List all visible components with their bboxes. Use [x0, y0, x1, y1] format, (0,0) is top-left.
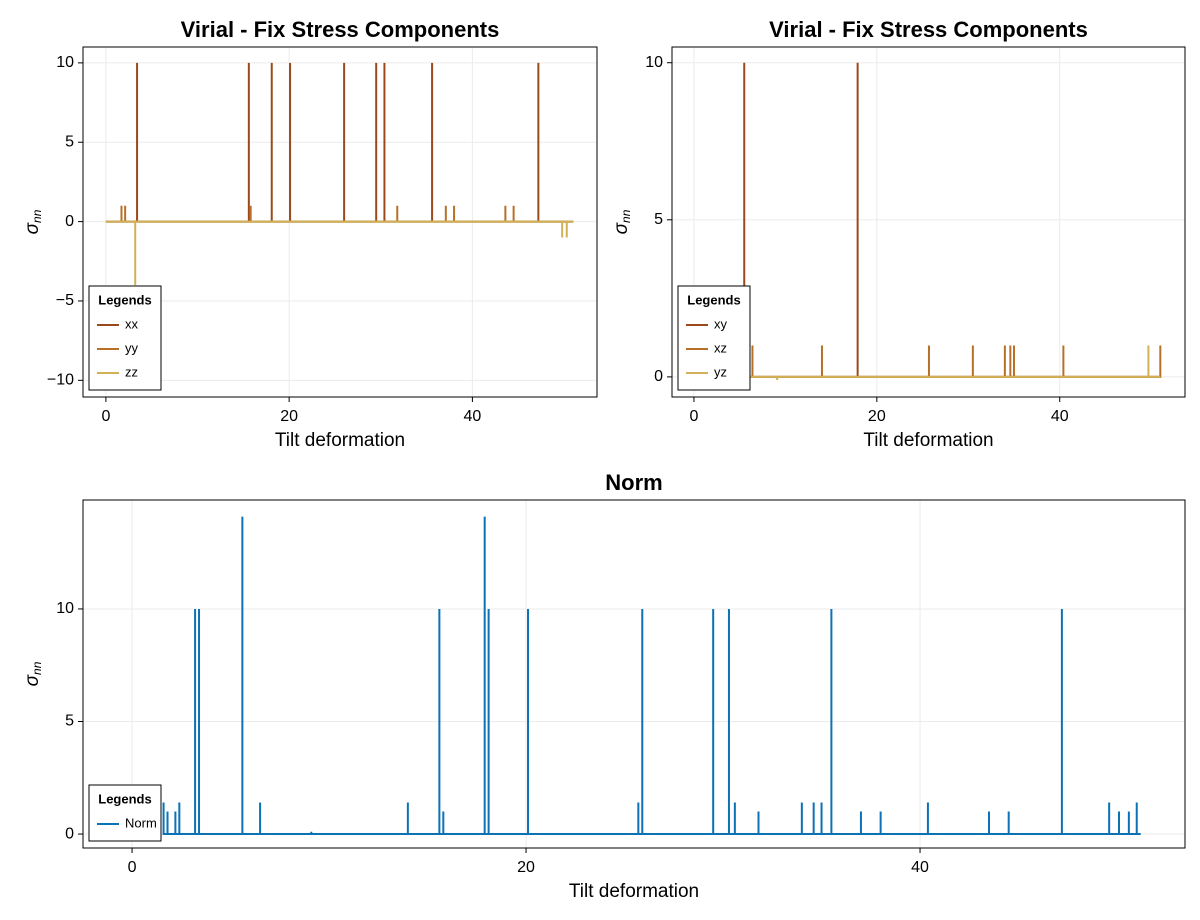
y-tick-label: 0	[65, 825, 74, 842]
panel: 0 20 40 0 5 10 Virial - Fix Stress Components T…	[611, 17, 1186, 451]
plot-area	[83, 500, 1185, 848]
legend-label: yy	[125, 340, 139, 355]
legend-label: Norm	[125, 815, 157, 830]
x-tick-label: 0	[689, 408, 698, 425]
legend-label: xx	[125, 316, 139, 331]
chart-title: Virial - Fix Stress Components	[181, 17, 500, 42]
y-tick-label: 0	[654, 368, 663, 385]
panel: 0 20 40 0 5 10 Norm Tilt deformation σnn Legends N…	[22, 470, 1186, 902]
y-axis-symbol: σ	[22, 673, 43, 686]
plot-frame	[82, 46, 598, 398]
chart-title: Norm	[605, 470, 662, 495]
y-axis-label: σnn	[22, 661, 44, 686]
series-line	[162, 516, 1141, 836]
legend-label: zz	[125, 364, 138, 379]
x-tick-label: 40	[1051, 408, 1069, 425]
x-axis-label: Tilt deformation	[569, 881, 699, 902]
series-line	[693, 345, 1162, 378]
x-tick-label: 20	[868, 408, 886, 425]
x-tick-label: 20	[280, 408, 298, 425]
x-tick-label: 0	[101, 408, 110, 425]
x-tick-label: 40	[463, 408, 481, 425]
x-axis-label: Tilt deformation	[275, 430, 405, 451]
y-axis-subscript: nn	[619, 209, 633, 223]
y-axis-symbol: σ	[22, 221, 43, 234]
legend-label: xy	[714, 316, 728, 331]
plot-frame	[671, 46, 1186, 398]
y-tick-label: 10	[56, 54, 74, 71]
plot-frame	[82, 499, 1186, 849]
series-line	[105, 62, 574, 223]
x-axis-label: Tilt deformation	[863, 430, 993, 451]
legend-label: yz	[714, 364, 727, 379]
x-tick-label: 40	[911, 859, 929, 876]
y-axis-subscript: nn	[30, 661, 44, 675]
panel: 0 20 40 −10 −5 0 5 10 Virial - Fix Stress Compon…	[22, 17, 598, 451]
y-tick-label: −5	[56, 292, 74, 309]
legend-title: Legends	[687, 292, 740, 307]
y-axis-symbol: σ	[611, 221, 632, 234]
legend-label: xz	[714, 340, 727, 355]
y-tick-label: 5	[654, 211, 663, 228]
legend-title: Legends	[98, 791, 151, 806]
x-tick-label: 0	[128, 859, 137, 876]
y-tick-label: 10	[645, 54, 663, 71]
legend-title: Legends	[98, 292, 151, 307]
series-line	[693, 345, 1161, 381]
y-tick-label: 10	[56, 600, 74, 617]
x-tick-label: 20	[517, 859, 535, 876]
y-axis-label: σnn	[22, 209, 44, 234]
y-axis-subscript: nn	[30, 209, 44, 223]
y-tick-label: 0	[65, 213, 74, 230]
series-line	[105, 220, 574, 286]
y-tick-label: 5	[65, 133, 74, 150]
chart-title: Virial - Fix Stress Components	[769, 17, 1088, 42]
y-axis-label: σnn	[611, 209, 633, 234]
legend-box	[88, 784, 162, 842]
y-tick-label: 5	[65, 713, 74, 730]
y-tick-label: −10	[47, 372, 74, 389]
plot-area	[672, 47, 1185, 397]
